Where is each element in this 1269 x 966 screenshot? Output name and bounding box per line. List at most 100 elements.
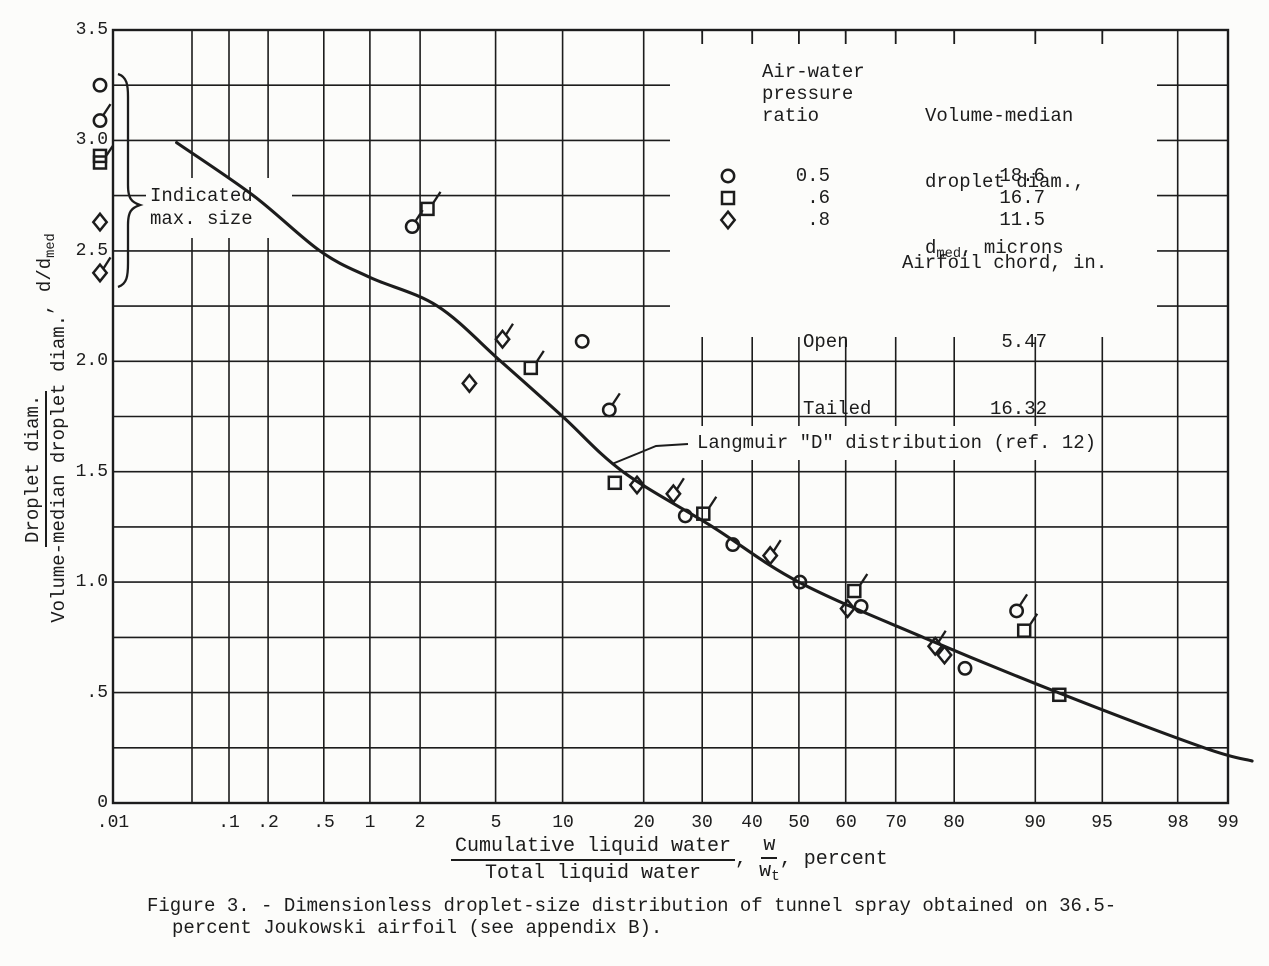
data-point-circle: [957, 660, 973, 676]
legend-dmed-value: 16.7: [999, 187, 1045, 209]
legend-dmed-value: 11.5: [999, 209, 1045, 231]
data-point-circle-tailed: [92, 103, 112, 129]
data-point-square-tailed: [1016, 613, 1039, 638]
legend-ratio-value: .6: [807, 187, 830, 209]
data-point-circle: [92, 77, 108, 93]
y-axis-denominator: Volume-median droplet diam.: [48, 314, 70, 623]
data-point-diamond-tailed: [926, 630, 947, 657]
y-tick-label: 3.0: [75, 130, 108, 150]
figure-caption-line2: percent Joukowski airfoil (see appendix …: [172, 917, 663, 939]
chord-tailed-label: Tailed: [803, 398, 872, 420]
data-point-circle: [720, 168, 736, 184]
data-point-circle: [677, 508, 693, 524]
data-point-square-tailed: [523, 350, 545, 376]
y-tick-label: .5: [86, 683, 108, 703]
data-point-square: [1052, 687, 1067, 703]
legend-header-line3: dmed, microns: [925, 237, 1064, 263]
legend-dmed-value: 18.6: [999, 165, 1045, 187]
data-point-diamond: [936, 644, 953, 666]
y-axis-fraction: Droplet diam. Volume-median droplet diam.: [22, 315, 70, 623]
data-point-diamond-tailed: [91, 256, 112, 284]
data-point-square: [607, 475, 623, 491]
x-axis-numerator: Cumulative liquid water: [451, 835, 736, 861]
y-tick-label: 0: [97, 793, 108, 813]
data-point-square-tailed: [847, 573, 869, 599]
legend-header-pressure-ratio: Air-water pressure ratio: [762, 61, 865, 127]
dmed-subscript: med: [936, 247, 962, 263]
curve-label: Langmuir "D" distribution (ref. 12): [697, 432, 1097, 454]
data-point-diamond-tailed: [761, 539, 782, 566]
x-tick-label: .1: [218, 813, 240, 833]
langmuir-curve: [175, 141, 1254, 763]
x-tick-label: 1: [364, 813, 376, 833]
y-tick-label: 2.0: [75, 351, 108, 371]
x-axis-denominator: Total liquid water: [485, 861, 702, 885]
x-axis-fraction: Cumulative liquid water Total liquid wate…: [451, 835, 736, 885]
legend-row: 0.5 18.6: [713, 165, 1045, 187]
data-point-diamond: [839, 598, 856, 619]
x-tick-label: 80: [943, 813, 965, 833]
data-point-diamond: [461, 373, 478, 394]
legend-ratio-value: 0.5: [795, 165, 830, 187]
legend-symbol-diamond: [713, 209, 743, 231]
data-point-square-tailed: [420, 191, 442, 217]
x-tick-label: 99: [1217, 813, 1239, 833]
y-axis-title: Droplet diam. Volume-median droplet diam.…: [22, 233, 72, 623]
legend-header-line1: Volume-median: [925, 105, 1074, 127]
w-over-wt-fraction: w wt: [759, 834, 780, 886]
x-tick-label: 70: [885, 813, 907, 833]
legend-chord-row-tailed: Tailed 16.32: [803, 398, 1047, 421]
x-axis-suffix: , percent: [779, 848, 888, 871]
x-tick-label: .01: [96, 813, 130, 833]
max-size-annotation-line2: max. size: [150, 208, 253, 230]
data-points: [404, 191, 1067, 703]
x-tick-label: 5: [490, 813, 502, 833]
data-point-diamond: [719, 209, 737, 231]
y-axis-symbol: , d/dmed: [33, 233, 59, 315]
x-axis-title: Cumulative liquid water Total liquid wate…: [451, 834, 888, 885]
legend-header-droplet-diam: Volume-median droplet diam., dmed, micro…: [925, 61, 1085, 284]
curve-label-leader: [611, 443, 689, 465]
y-tick-label: 2.5: [75, 241, 108, 261]
data-point-diamond: [628, 474, 646, 496]
chord-open-value: 5.47: [1001, 331, 1047, 353]
y-tick-label: 1.0: [75, 572, 108, 592]
figure-caption-line1: Figure 3. - Dimensionless droplet-size d…: [147, 895, 1117, 917]
x-tick-label: 95: [1091, 813, 1113, 833]
top-tick-marks: [701, 30, 1104, 44]
data-point-square: [720, 190, 736, 206]
legend-header-line2: droplet diam.,: [925, 171, 1085, 193]
chord-open-label: Open: [803, 331, 849, 353]
x-tick-label: .2: [257, 813, 279, 833]
data-point-circle: [853, 598, 869, 614]
legend-chord-header: Airfoil chord, in.: [902, 252, 1108, 274]
x-tick-label: .5: [313, 813, 335, 833]
y-axis-numerator: Droplet diam.: [22, 390, 47, 547]
x-tick-label: 98: [1167, 813, 1189, 833]
legend-chord-rows: Open 5.47 Tailed 16.32: [803, 287, 1047, 443]
data-point-diamond: [91, 211, 109, 233]
whiteout-masks: [146, 33, 1157, 460]
data-point-circle-tailed: [1009, 593, 1029, 619]
data-point-square-tailed: [92, 144, 114, 170]
x-tick-label: 60: [835, 813, 857, 833]
x-tick-label: 20: [633, 813, 655, 833]
data-point-circle: [792, 574, 808, 590]
plot-border: [111, 28, 1230, 805]
x-tick-label: 90: [1024, 813, 1046, 833]
legend-rows: 0.5 18.6 .6 16.7 .8 11.5: [713, 165, 1045, 231]
chord-tailed-value: 16.32: [989, 398, 1047, 420]
data-point-circle: [725, 537, 741, 553]
x-tick-label: 10: [552, 813, 574, 833]
data-point-circle-tailed: [601, 392, 621, 418]
data-point-circle: [574, 333, 590, 349]
max-size-annotation-line1: Indicated: [150, 185, 253, 207]
data-point-diamond-tailed: [665, 477, 685, 505]
y-tick-label: 3.5: [75, 20, 108, 40]
max-size-brace: [117, 72, 144, 289]
legend-chord-row-open: Open 5.47: [803, 331, 1047, 354]
y-tick-label: 1.5: [75, 462, 108, 482]
x-tick-label: 50: [788, 813, 810, 833]
indicated-max-size-points: [91, 77, 114, 284]
